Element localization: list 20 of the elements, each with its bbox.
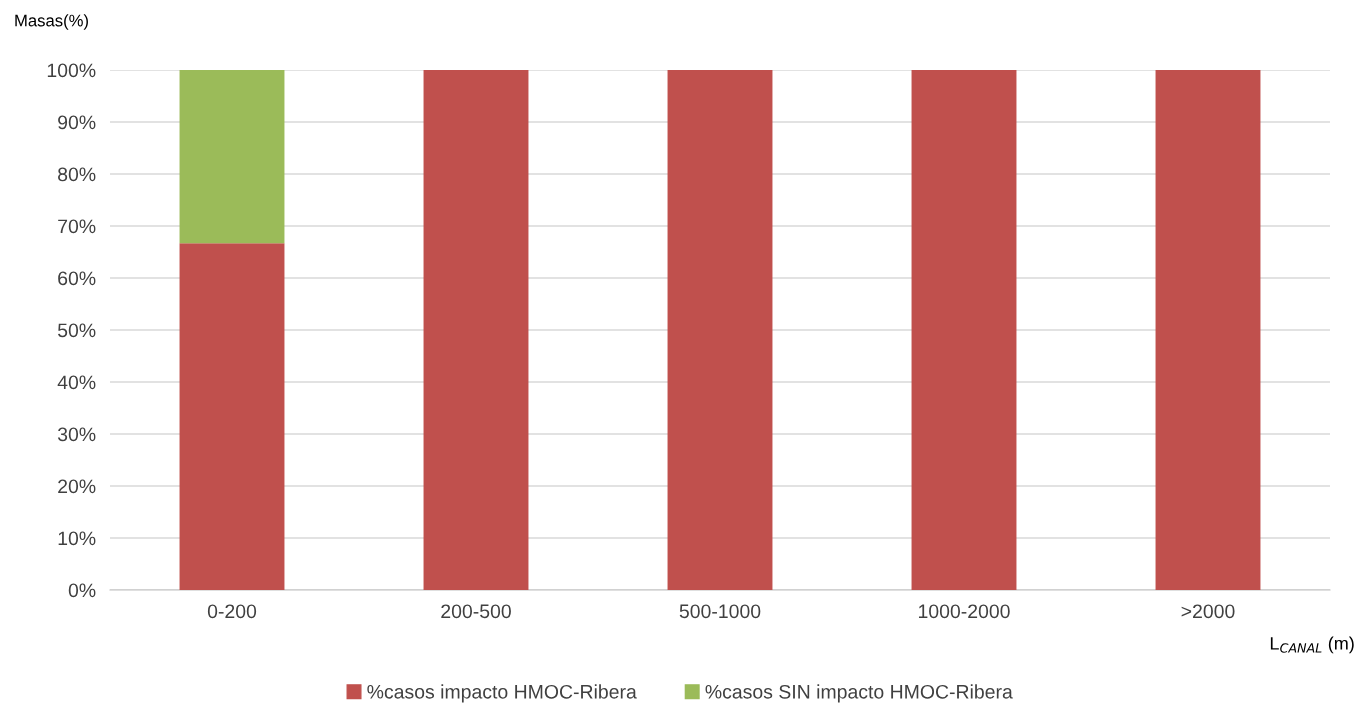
legend-label: %casos impacto HMOC-Ribera	[367, 684, 637, 703]
y-tick-label: 80%	[58, 167, 96, 182]
x-tick-label: 0-200	[207, 604, 257, 619]
x-tick-label: 200-500	[441, 604, 511, 619]
x-tick-label: >2000	[1181, 604, 1235, 619]
y-tick-label: 100%	[47, 63, 96, 78]
y-axis-title: Masas(%)	[15, 14, 88, 30]
y-tick-label: 70%	[58, 219, 96, 234]
y-tick-label: 20%	[58, 479, 96, 494]
y-tick-label: 90%	[58, 115, 96, 130]
y-tick-label: 30%	[57, 427, 96, 442]
x-tick-label: 500-1000	[679, 604, 761, 619]
y-tick-label: 10%	[58, 531, 96, 546]
y-tick-label: 50%	[57, 323, 96, 338]
y-tick-label: 0%	[68, 583, 96, 598]
x-tick-label: 1000-2000	[918, 604, 1010, 619]
legend-label: %casos SIN impacto HMOC-Ribera	[705, 684, 1013, 703]
x-axis-title: L$_{CANAL}$ (m)	[1270, 636, 1354, 654]
y-tick-label: 40%	[57, 375, 96, 390]
y-tick-label: 60%	[58, 271, 96, 286]
